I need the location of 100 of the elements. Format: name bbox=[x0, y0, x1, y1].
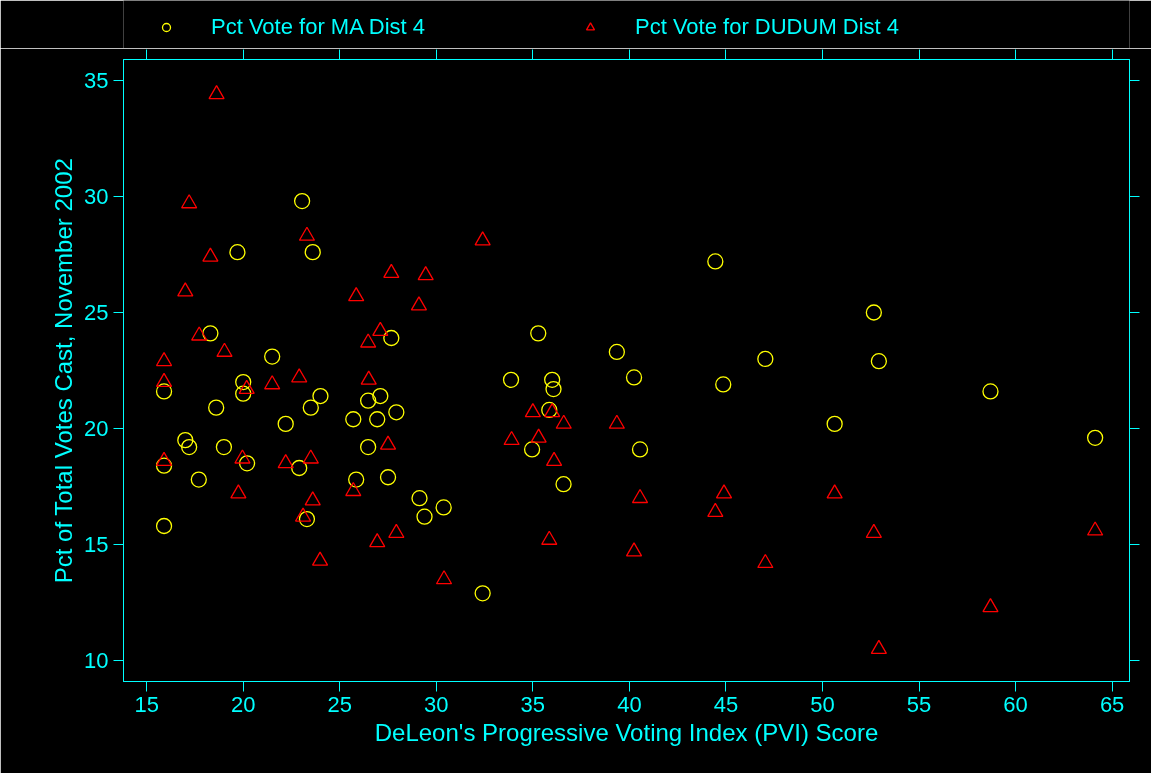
point bbox=[155, 372, 173, 388]
point bbox=[865, 523, 882, 538]
point bbox=[191, 326, 208, 341]
point bbox=[503, 430, 520, 446]
point bbox=[360, 333, 377, 348]
point bbox=[229, 244, 246, 261]
point bbox=[982, 383, 999, 400]
point bbox=[715, 376, 732, 393]
x-tick-label: 25 bbox=[327, 691, 353, 717]
y-tick-label: 10 bbox=[84, 648, 109, 674]
point bbox=[435, 570, 453, 585]
point bbox=[360, 438, 377, 456]
point bbox=[411, 490, 428, 507]
y-tick-label: 15 bbox=[84, 532, 109, 558]
x-tick-label: 35 bbox=[520, 691, 546, 717]
x-tick-label: 65 bbox=[1099, 691, 1125, 717]
point bbox=[181, 438, 198, 456]
point bbox=[870, 353, 888, 370]
point bbox=[982, 597, 999, 613]
point bbox=[235, 385, 252, 402]
point bbox=[304, 491, 321, 506]
y-tick-label: 25 bbox=[84, 299, 109, 325]
point bbox=[291, 368, 308, 383]
point bbox=[865, 304, 882, 321]
x-tick-label: 30 bbox=[424, 691, 449, 717]
point bbox=[304, 244, 321, 261]
legend-label: Pct Vote for DUDUM Dist 4 bbox=[634, 14, 900, 40]
point bbox=[293, 192, 311, 210]
point bbox=[360, 370, 377, 385]
point bbox=[631, 488, 649, 504]
point bbox=[388, 404, 405, 421]
point bbox=[155, 351, 173, 367]
point bbox=[625, 369, 643, 386]
point bbox=[155, 517, 173, 535]
point bbox=[1086, 429, 1104, 446]
point bbox=[474, 585, 491, 602]
y-axis-title: Pct of Total Votes Cast, November 2002 bbox=[50, 158, 78, 584]
point bbox=[435, 499, 452, 516]
point bbox=[277, 415, 294, 433]
point bbox=[294, 507, 312, 522]
point bbox=[302, 399, 319, 416]
point bbox=[707, 502, 724, 518]
point bbox=[348, 471, 365, 488]
point bbox=[202, 325, 219, 342]
point bbox=[302, 449, 319, 464]
x-tick-label: 40 bbox=[617, 691, 642, 717]
point bbox=[544, 371, 561, 388]
point bbox=[298, 226, 316, 241]
point bbox=[348, 286, 365, 302]
point bbox=[530, 325, 547, 342]
point bbox=[383, 329, 400, 347]
point bbox=[372, 387, 389, 405]
point bbox=[555, 414, 572, 429]
point bbox=[215, 438, 233, 456]
point bbox=[216, 342, 233, 357]
point bbox=[524, 402, 541, 418]
point bbox=[177, 431, 194, 449]
point bbox=[298, 510, 316, 528]
point bbox=[360, 392, 377, 409]
point bbox=[345, 411, 362, 428]
point bbox=[545, 380, 562, 398]
point bbox=[545, 451, 563, 466]
point bbox=[234, 449, 251, 464]
point bbox=[190, 471, 207, 488]
point bbox=[291, 459, 308, 477]
point bbox=[715, 484, 733, 499]
point bbox=[870, 639, 888, 654]
point bbox=[541, 530, 558, 545]
point bbox=[530, 428, 547, 443]
x-axis-title: DeLeon's Progressive Voting Index (PVI) Score bbox=[374, 718, 879, 746]
point bbox=[369, 532, 386, 548]
point bbox=[608, 414, 625, 429]
point bbox=[177, 282, 194, 297]
x-tick-label: 15 bbox=[134, 691, 159, 717]
point bbox=[235, 373, 252, 391]
legend-label: Pct Vote for MA Dist 4 bbox=[211, 14, 425, 40]
point bbox=[410, 296, 428, 311]
point bbox=[238, 455, 256, 472]
point bbox=[826, 484, 843, 499]
x-tick-label: 50 bbox=[810, 691, 835, 717]
point bbox=[388, 523, 405, 538]
point bbox=[264, 348, 281, 365]
point bbox=[523, 441, 541, 458]
point bbox=[625, 542, 643, 557]
point bbox=[312, 387, 329, 405]
point bbox=[608, 343, 625, 361]
point bbox=[1086, 521, 1104, 536]
point bbox=[555, 476, 572, 493]
point bbox=[155, 457, 173, 474]
point bbox=[379, 435, 397, 450]
x-tick-label: 60 bbox=[1003, 691, 1028, 717]
point bbox=[345, 481, 362, 497]
y-tick-label: 30 bbox=[84, 183, 109, 209]
x-tick-label: 55 bbox=[906, 691, 932, 717]
point bbox=[311, 551, 329, 566]
point bbox=[230, 484, 247, 499]
point bbox=[757, 553, 774, 569]
point bbox=[631, 441, 649, 458]
point bbox=[417, 266, 434, 281]
point bbox=[379, 469, 397, 486]
